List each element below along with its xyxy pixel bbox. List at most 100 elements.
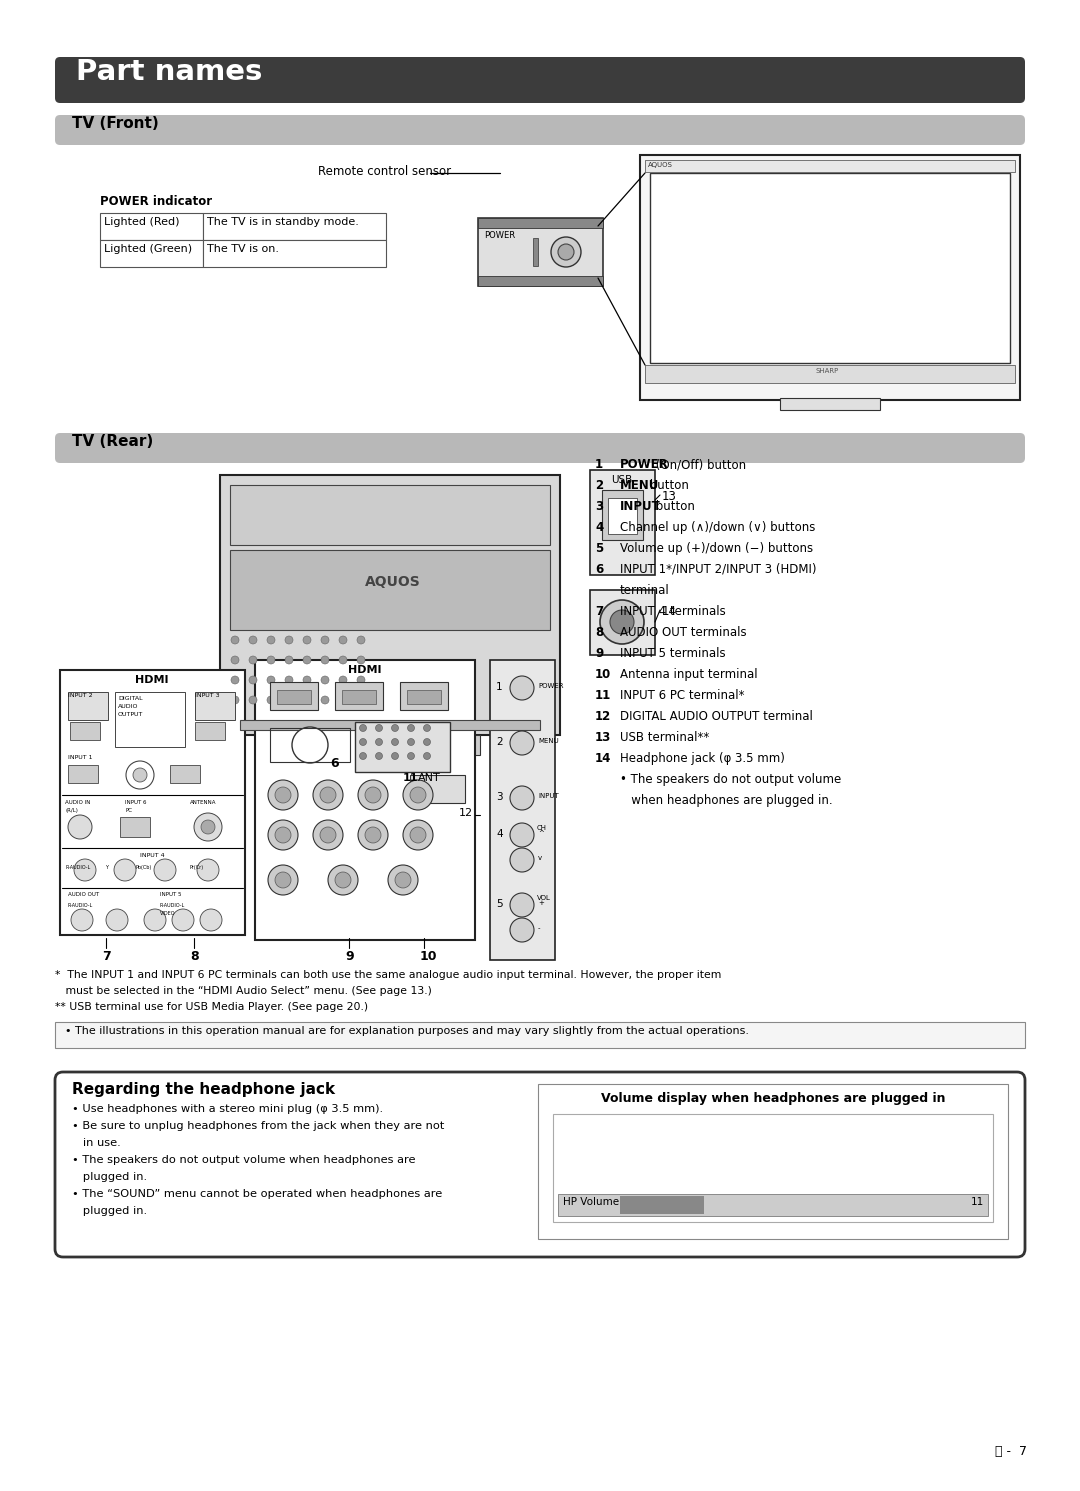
Text: The TV is in standby mode.: The TV is in standby mode. — [207, 218, 359, 227]
Bar — [440, 735, 480, 754]
Text: SHARP: SHARP — [815, 368, 838, 374]
Circle shape — [410, 828, 426, 842]
Circle shape — [328, 865, 357, 895]
Text: button: button — [646, 479, 689, 492]
Text: DIGITAL AUDIO OUTPUT terminal: DIGITAL AUDIO OUTPUT terminal — [620, 710, 813, 723]
Circle shape — [71, 910, 93, 930]
Circle shape — [407, 753, 415, 759]
Circle shape — [510, 918, 534, 942]
Text: Remote control sensor: Remote control sensor — [318, 166, 451, 177]
Bar — [342, 690, 376, 704]
Circle shape — [510, 823, 534, 847]
Text: HDMI: HDMI — [348, 665, 381, 675]
Bar — [538, 1084, 1008, 1239]
Bar — [203, 240, 386, 267]
Text: • Use headphones with a stereo mini plug (φ 3.5 mm).: • Use headphones with a stereo mini plug… — [72, 1103, 383, 1114]
Bar — [780, 398, 880, 410]
Circle shape — [313, 780, 343, 810]
Text: AUDIO OUT: AUDIO OUT — [68, 892, 99, 898]
Text: INPUT 6 PC terminal*: INPUT 6 PC terminal* — [620, 689, 744, 702]
Text: 7: 7 — [595, 605, 603, 617]
Text: 4: 4 — [595, 520, 604, 534]
Text: INPUT 4: INPUT 4 — [139, 853, 164, 857]
Circle shape — [249, 637, 257, 644]
Bar — [558, 1194, 988, 1217]
Circle shape — [268, 780, 298, 810]
Bar — [170, 765, 200, 783]
Text: 11: 11 — [403, 772, 419, 783]
Bar — [300, 735, 340, 754]
Circle shape — [267, 656, 275, 663]
Text: 5: 5 — [496, 899, 502, 910]
Text: TV (Rear): TV (Rear) — [72, 434, 153, 449]
Text: INPUT 1: INPUT 1 — [68, 754, 93, 760]
Text: 12: 12 — [595, 710, 611, 723]
Text: Pr(Cr): Pr(Cr) — [190, 865, 204, 871]
Circle shape — [391, 753, 399, 759]
Bar — [650, 173, 1010, 362]
Text: *  The INPUT 1 and INPUT 6 PC terminals can both use the same analogue audio inp: * The INPUT 1 and INPUT 6 PC terminals c… — [55, 971, 721, 980]
Circle shape — [231, 637, 239, 644]
Text: INPUT 4 terminals: INPUT 4 terminals — [620, 605, 726, 617]
Circle shape — [144, 910, 166, 930]
Text: HDMI: HDMI — [135, 675, 168, 684]
Text: 8: 8 — [190, 950, 199, 963]
FancyBboxPatch shape — [55, 115, 1025, 145]
Text: must be selected in the “HDMI Audio Select” menu. (See page 13.): must be selected in the “HDMI Audio Sele… — [55, 986, 432, 996]
Circle shape — [231, 696, 239, 704]
Circle shape — [423, 753, 431, 759]
Circle shape — [600, 599, 644, 644]
Bar — [620, 1196, 704, 1214]
Circle shape — [249, 656, 257, 663]
Text: HP Volume: HP Volume — [563, 1197, 619, 1208]
Text: VIDEO: VIDEO — [160, 911, 175, 915]
Circle shape — [610, 610, 634, 634]
Bar — [645, 365, 1015, 383]
Text: 4: 4 — [496, 829, 502, 839]
Bar — [355, 722, 450, 772]
Text: Part names: Part names — [76, 58, 262, 86]
Text: Volume display when headphones are plugged in: Volume display when headphones are plugg… — [600, 1091, 945, 1105]
Circle shape — [231, 656, 239, 663]
Text: OUTPUT: OUTPUT — [118, 713, 144, 717]
Bar — [68, 765, 98, 783]
Bar — [195, 692, 235, 720]
Text: button: button — [652, 499, 696, 513]
Text: 10: 10 — [420, 950, 437, 963]
Bar — [276, 690, 311, 704]
Circle shape — [423, 725, 431, 732]
Text: • The speakers do not output volume: • The speakers do not output volume — [620, 772, 841, 786]
Text: AQUOS: AQUOS — [365, 576, 421, 589]
Text: Volume up (+)/down (−) buttons: Volume up (+)/down (−) buttons — [620, 543, 813, 555]
Circle shape — [357, 696, 365, 704]
Bar — [602, 491, 643, 540]
Circle shape — [403, 780, 433, 810]
Bar — [534, 239, 538, 265]
Circle shape — [231, 675, 239, 684]
Text: 11: 11 — [595, 689, 611, 702]
Circle shape — [303, 656, 311, 663]
Circle shape — [275, 872, 291, 889]
Circle shape — [403, 820, 433, 850]
Text: 14: 14 — [595, 751, 611, 765]
Text: Y: Y — [105, 865, 108, 871]
Text: The TV is on.: The TV is on. — [207, 245, 279, 253]
Text: (R/L): (R/L) — [65, 808, 78, 813]
Text: INPUT 3: INPUT 3 — [195, 693, 219, 698]
Circle shape — [365, 828, 381, 842]
Circle shape — [285, 656, 293, 663]
Text: 7: 7 — [102, 950, 111, 963]
Text: INPUT 5: INPUT 5 — [160, 892, 181, 898]
Text: 11: 11 — [971, 1197, 984, 1208]
Text: ANTENNA: ANTENNA — [190, 801, 216, 805]
Text: ** USB terminal use for USB Media Player. (See page 20.): ** USB terminal use for USB Media Player… — [55, 1002, 368, 1012]
Bar — [195, 722, 225, 740]
Text: POWER: POWER — [484, 231, 515, 240]
Circle shape — [357, 656, 365, 663]
Bar — [55, 1021, 1025, 1048]
Circle shape — [197, 859, 219, 881]
Text: v: v — [538, 854, 542, 860]
Text: 10: 10 — [595, 668, 611, 681]
Text: 6: 6 — [595, 564, 604, 576]
Text: INPUT 5 terminals: INPUT 5 terminals — [620, 647, 726, 661]
